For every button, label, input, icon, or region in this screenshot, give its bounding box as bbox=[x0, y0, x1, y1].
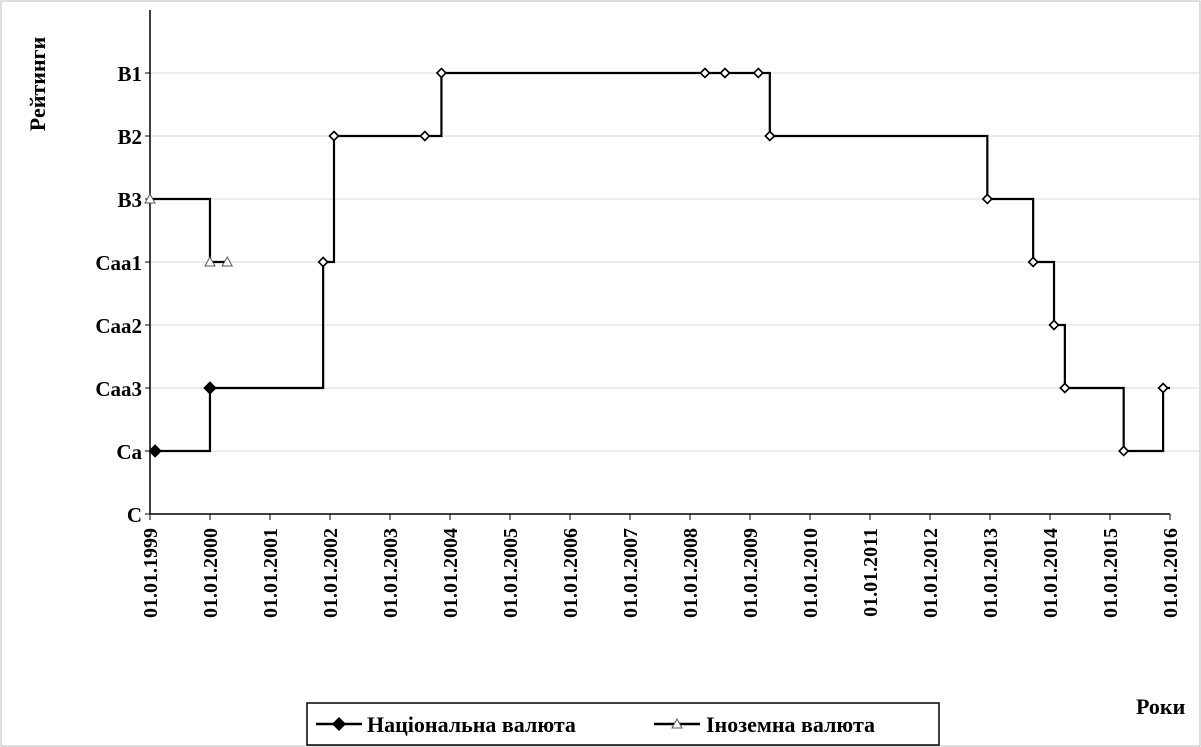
x-axis-title: Роки bbox=[1136, 694, 1186, 719]
data-point-diamond bbox=[203, 381, 217, 395]
y-tick-label: B2 bbox=[117, 125, 142, 149]
data-point-diamond bbox=[752, 67, 764, 79]
data-point-diamond bbox=[1048, 319, 1060, 331]
x-tick-label: 01.01.2000 bbox=[200, 528, 222, 618]
data-point-diamond bbox=[148, 444, 162, 458]
x-tick-label: 01.01.2016 bbox=[1160, 528, 1182, 618]
x-tick-label: 01.01.2015 bbox=[1100, 528, 1122, 618]
legend-box bbox=[306, 702, 940, 746]
series bbox=[144, 67, 1170, 458]
x-tick-label: 01.01.2002 bbox=[320, 528, 342, 618]
y-tick-label: B3 bbox=[117, 188, 142, 212]
y-tick-label: B1 bbox=[117, 62, 142, 86]
data-point-triangle bbox=[144, 192, 156, 204]
x-tick-label: 01.01.2008 bbox=[680, 528, 702, 618]
x-tick-label: 01.01.2005 bbox=[500, 528, 522, 618]
data-point-diamond bbox=[1118, 445, 1130, 457]
y-tick-label: Caa1 bbox=[95, 251, 142, 275]
x-tick-label: 01.01.2013 bbox=[980, 528, 1002, 618]
data-point-diamond bbox=[1059, 382, 1071, 394]
x-tick-label: 01.01.2009 bbox=[740, 528, 762, 618]
data-point-diamond bbox=[981, 193, 993, 205]
x-tick-label: 01.01.2001 bbox=[260, 528, 282, 618]
data-point-triangle bbox=[204, 255, 216, 267]
data-point-diamond bbox=[328, 130, 340, 142]
legend-marker-diamond-icon bbox=[332, 717, 346, 731]
data-point-diamond bbox=[1027, 256, 1039, 268]
x-tick-label: 01.01.1999 bbox=[140, 528, 162, 618]
y-axis-tick-labels: C Ca Caa3 Caa2 Caa1 B3 B2 B1 bbox=[95, 62, 142, 527]
data-point-diamond bbox=[699, 67, 711, 79]
y-tick-label: Caa2 bbox=[95, 314, 142, 338]
y-tick-label: C bbox=[127, 503, 142, 527]
data-point-diamond bbox=[1157, 382, 1169, 394]
x-tick-label: 01.01.2007 bbox=[620, 528, 642, 618]
x-tick-label: 01.01.2006 bbox=[560, 528, 582, 618]
x-tick-label: 01.01.2012 bbox=[920, 528, 942, 618]
legend-label-foreign: Іноземна валюта bbox=[706, 712, 875, 737]
legend-marker-triangle-icon bbox=[671, 717, 683, 729]
data-point-diamond bbox=[317, 256, 329, 268]
y-tick-label: Caa3 bbox=[95, 377, 142, 401]
y-tick-label: Ca bbox=[116, 440, 142, 464]
x-tick-label: 01.01.2004 bbox=[440, 528, 462, 618]
data-point-diamond bbox=[419, 130, 431, 142]
y-axis-title: Рейтинги bbox=[25, 36, 50, 131]
legend-label-national: Національна валюта bbox=[367, 712, 576, 737]
x-tick-label: 01.01.2011 bbox=[860, 528, 882, 617]
legend: Національна валюта Іноземна валюта bbox=[306, 702, 940, 746]
data-point-triangle bbox=[221, 255, 234, 267]
x-tick-label: 01.01.2014 bbox=[1040, 528, 1062, 618]
data-point-diamond bbox=[764, 130, 776, 142]
x-axis-tick-labels: 01.01.1999 01.01.2000 01.01.2001 01.01.2002… bbox=[140, 528, 1182, 618]
data-point-diamond bbox=[719, 67, 731, 79]
x-tick-label: 01.01.2010 bbox=[800, 528, 822, 618]
series-line-foreign bbox=[150, 197, 228, 264]
data-point-diamond bbox=[435, 67, 448, 79]
x-tick-label: 01.01.2003 bbox=[380, 528, 402, 618]
